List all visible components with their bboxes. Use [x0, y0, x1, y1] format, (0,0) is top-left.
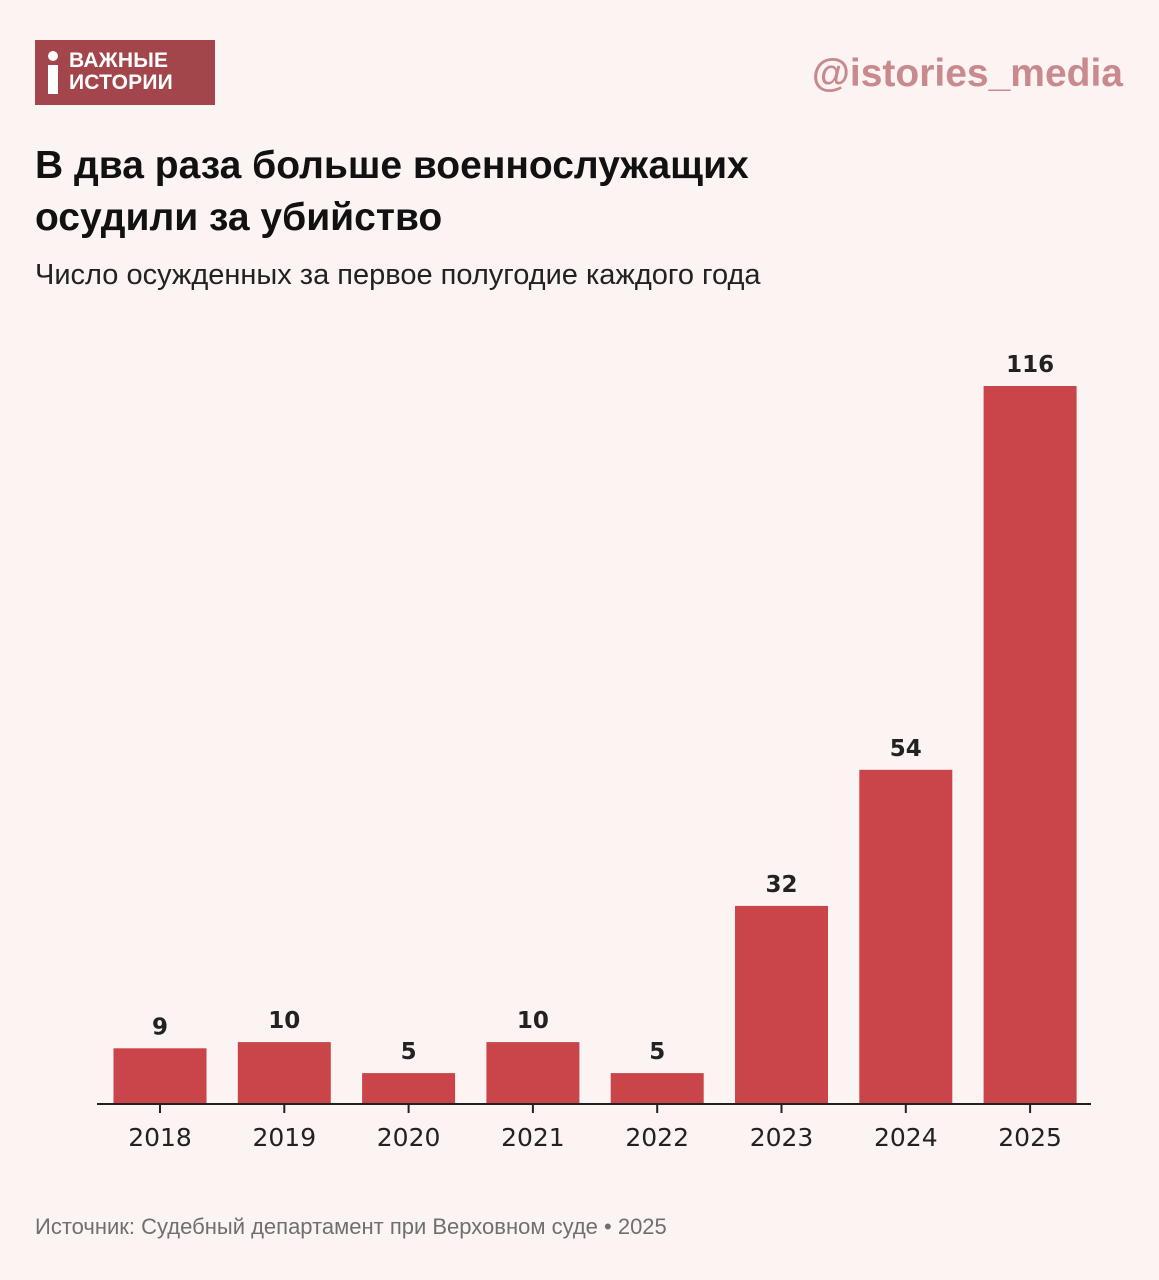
chart-title: В два раза больше военнослужащих осудили… — [35, 140, 935, 244]
data-label-2022: 5 — [649, 1039, 665, 1065]
x-tick-label-2018: 2018 — [128, 1123, 192, 1152]
bar-2023 — [735, 905, 828, 1104]
data-label-2021: 10 — [517, 1008, 549, 1034]
chart-title-line-2: осудили за убийство — [35, 196, 443, 239]
logo-i-icon — [47, 51, 59, 94]
bar-2019 — [237, 1042, 331, 1104]
data-label-2020: 5 — [401, 1039, 417, 1065]
chart-subtitle: Число осужденных за первое полугодие каж… — [35, 259, 761, 291]
bar-2021 — [486, 1042, 580, 1104]
x-tick-label-2021: 2021 — [501, 1123, 565, 1152]
x-tick-label-2022: 2022 — [625, 1123, 689, 1152]
chart-title-line-1: В два раза больше военнослужащих — [35, 144, 749, 187]
x-tick-label-2019: 2019 — [252, 1123, 316, 1152]
x-tick-label-2025: 2025 — [998, 1123, 1062, 1152]
data-label-2024: 54 — [890, 736, 922, 762]
bar-2020 — [362, 1073, 456, 1104]
x-tick-label-2023: 2023 — [750, 1123, 814, 1152]
data-label-2025: 116 — [1006, 352, 1054, 378]
logo-text: ВАЖНЫЕ ИСТОРИИ — [69, 50, 173, 94]
data-label-2019: 10 — [268, 1008, 300, 1034]
social-handle: @istories_media — [811, 52, 1123, 95]
data-label-2023: 32 — [765, 872, 797, 898]
bar-2022 — [610, 1073, 704, 1104]
logo-line-2: ИСТОРИИ — [69, 71, 173, 94]
x-tick-label-2024: 2024 — [874, 1123, 938, 1152]
bar-2025 — [983, 386, 1077, 1104]
x-tick-label-2020: 2020 — [377, 1123, 441, 1152]
bar-2018 — [113, 1048, 207, 1104]
bar-2024 — [859, 769, 953, 1104]
brand-logo: ВАЖНЫЕ ИСТОРИИ — [35, 40, 215, 105]
source-note: Источник: Судебный департамент при Верхо… — [35, 1214, 667, 1239]
logo-line-1: ВАЖНЫЕ — [69, 49, 169, 72]
data-label-2018: 9 — [152, 1014, 168, 1040]
